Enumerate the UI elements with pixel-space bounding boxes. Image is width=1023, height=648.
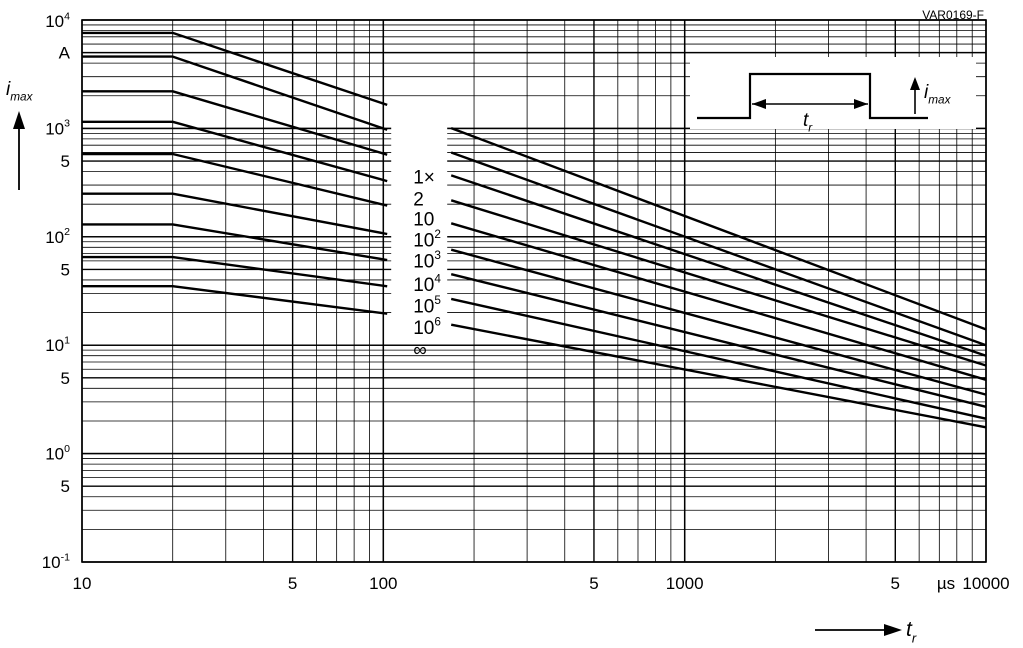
y-axis-label: imax <box>6 79 34 104</box>
x-axis-arrowhead <box>884 624 902 636</box>
series-line-1-right <box>450 126 987 331</box>
series-line-2-right <box>450 151 987 347</box>
y-axis-arrowhead <box>13 111 25 129</box>
series-line-3-left <box>82 90 388 156</box>
x-tick-label: 100 <box>369 574 397 593</box>
x-tick-label: 10000 <box>962 574 1009 593</box>
series-label-9: ∞ <box>413 340 427 361</box>
y-tick-label: 10-1 <box>42 551 70 572</box>
series-line-6-right <box>450 248 987 396</box>
series-line-9-right <box>450 323 987 429</box>
inset-pulse <box>697 72 928 120</box>
y-tick-label: 103 <box>45 118 70 139</box>
y-tick-label: 5 <box>61 477 70 496</box>
y-tick-label: A <box>59 44 71 63</box>
series-line-2-left <box>82 55 388 131</box>
series-label-2: 2 <box>413 190 424 211</box>
y-tick-label: 5 <box>61 369 70 388</box>
inset-tr-label: tr <box>803 110 813 135</box>
y-tick-label: 102 <box>45 226 70 247</box>
series-line-6-left <box>82 192 388 236</box>
y-tick-label: 101 <box>45 335 70 356</box>
series-label-7: 105 <box>413 294 441 318</box>
series-line-9-left <box>82 285 388 315</box>
y-tick-label: 100 <box>45 443 70 464</box>
x-tick-label: 10 <box>73 574 92 593</box>
inset-imax-arrowhead <box>910 77 920 90</box>
series-line-5-left <box>82 152 388 207</box>
y-tick-label: 5 <box>61 260 70 279</box>
x-tick-label: 5 <box>288 574 297 593</box>
grid <box>81 19 987 563</box>
series-line-7-right <box>450 273 987 408</box>
y-tick-label: 5 <box>61 152 70 171</box>
plot-frame <box>81 19 987 563</box>
series-label-1: 1× <box>413 167 435 188</box>
series-label-6: 104 <box>413 273 441 297</box>
series-label-8: 106 <box>413 316 441 340</box>
series-line-5-right <box>450 222 987 381</box>
document-code: VAR0169-F <box>922 8 984 22</box>
series-label-4: 102 <box>413 228 441 252</box>
series-label-3: 10 <box>413 209 434 230</box>
series-line-4-left <box>82 120 388 183</box>
series-group <box>82 31 987 429</box>
x-unit-label: µs <box>937 574 955 593</box>
series-line-1-left <box>82 31 388 107</box>
series-line-8-left <box>82 255 388 288</box>
x-axis-label: tr <box>906 618 917 645</box>
inset-arrowhead-right <box>854 99 868 109</box>
series-label-5: 103 <box>413 249 441 273</box>
x-tick-label: 5 <box>589 574 598 593</box>
series-line-8-right <box>450 297 987 420</box>
series-line-7-left <box>82 223 388 262</box>
y-tick-label: 104 <box>45 10 70 31</box>
x-tick-label: 1000 <box>666 574 704 593</box>
series-line-3-right <box>450 174 987 357</box>
series-line-4-right <box>450 199 987 367</box>
inset-arrowhead-left <box>752 99 766 109</box>
x-tick-label: 5 <box>891 574 900 593</box>
axes: 10 5 100 5 1000 5 10000µstr104A103510251015100… <box>6 10 1010 645</box>
label-gap <box>391 98 448 330</box>
